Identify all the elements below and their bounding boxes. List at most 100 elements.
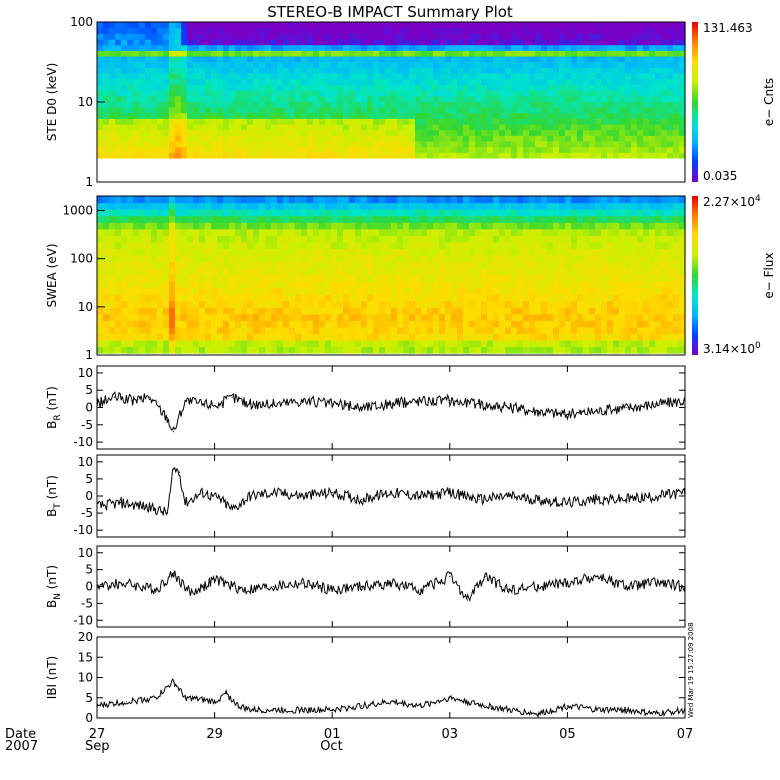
line-panel-3: -10 -5 0 5 10 BR (nT) — [45, 365, 686, 450]
y-tick-label: 0 — [85, 711, 93, 725]
data-point — [272, 709, 274, 711]
data-point — [625, 498, 627, 500]
data-point — [419, 589, 421, 591]
x-tick-month: Sep — [85, 739, 110, 754]
data-trace — [96, 466, 686, 516]
data-point — [331, 589, 333, 591]
line-panel-6: 0 5 10 15 20 IBI (nT) — [45, 630, 686, 725]
spectrogram-panel-1: 1 10 100 STE D0 (keV) 131.463 0.035 e− Cnts — [45, 15, 776, 189]
colorbar-label: e− Cnts — [762, 78, 776, 126]
data-point — [219, 498, 222, 500]
data-point — [331, 709, 333, 711]
data-point — [172, 680, 174, 683]
y-tick-label: 10 — [78, 546, 93, 560]
data-point — [390, 403, 392, 405]
data-point — [190, 592, 192, 594]
year-row-label: 2007 — [5, 739, 38, 754]
data-point — [172, 431, 174, 433]
data-point — [361, 406, 363, 409]
line-panel-frame-4 — [96, 454, 686, 538]
data-point — [537, 410, 539, 412]
data-point — [390, 701, 392, 703]
y-tick-label: -5 — [81, 506, 93, 520]
data-point — [625, 406, 627, 409]
data-point — [484, 705, 486, 707]
y-axis-label: BR (nT) — [45, 386, 63, 429]
y-axis-label: BN (nT) — [45, 565, 63, 608]
data-point — [272, 403, 274, 405]
data-point — [219, 403, 222, 405]
line-panel-frame-6 — [96, 636, 686, 719]
y-tick-label: 5 — [85, 563, 93, 577]
data-trace — [96, 570, 686, 602]
y-tick-label: 1 — [85, 348, 93, 362]
data-point — [202, 403, 204, 405]
colorbar-label: e− Flux — [762, 252, 776, 298]
data-point — [655, 582, 657, 584]
data-point — [655, 403, 657, 405]
data-point — [478, 498, 480, 500]
data-point — [272, 585, 274, 588]
data-point — [508, 495, 510, 497]
x-tick-label: 05 — [559, 727, 576, 742]
data-point — [508, 406, 510, 409]
data-point — [566, 502, 569, 504]
data-point — [466, 599, 468, 601]
y-tick-label: -10 — [73, 613, 93, 627]
data-point — [537, 713, 539, 715]
y-tick-label: 15 — [78, 650, 93, 664]
colorbar-max-label: 2.27×104 — [703, 194, 761, 209]
plot-title: STEREO-B IMPACT Summary Plot — [267, 3, 513, 21]
data-point — [302, 709, 304, 711]
data-point — [225, 693, 227, 695]
data-point — [361, 705, 363, 707]
y-tick-label: 100 — [70, 252, 93, 266]
timestamp-stamp: Wed Mar 19 15:27:09 2008 — [687, 622, 695, 718]
data-point — [184, 400, 186, 402]
y-tick-label: 10 — [78, 366, 93, 380]
data-trace — [96, 391, 686, 431]
data-point — [214, 701, 216, 703]
y-tick-label: 20 — [78, 630, 93, 644]
x-tick-month: Oct — [320, 739, 342, 754]
data-point — [131, 400, 133, 402]
data-point — [249, 495, 251, 497]
data-point — [596, 709, 598, 711]
y-tick-label: -10 — [73, 435, 93, 449]
data-point — [566, 582, 569, 584]
line-panel-4: -10 -5 0 5 10 BT (nT) — [45, 454, 686, 538]
data-point — [172, 468, 174, 470]
y-tick-label: 0 — [85, 489, 93, 503]
data-point — [302, 582, 304, 584]
data-point — [449, 400, 451, 402]
data-point — [478, 403, 480, 405]
data-point — [249, 709, 251, 711]
y-axis-label: BT (nT) — [45, 475, 63, 517]
data-point — [331, 492, 333, 494]
data-point — [537, 498, 539, 500]
data-point — [172, 572, 174, 574]
line-panel-5: -10 -5 0 5 10 BN (nT) — [45, 545, 686, 628]
colorbar-max-label: 131.463 — [703, 21, 753, 35]
y-tick-label: 1 — [85, 175, 93, 189]
data-point — [184, 697, 186, 699]
data-point — [596, 498, 598, 500]
data-point — [272, 492, 274, 494]
data-point — [167, 512, 169, 514]
data-point — [143, 505, 145, 507]
data-point — [537, 585, 539, 588]
y-tick-label: 100 — [70, 15, 93, 29]
data-point — [566, 705, 569, 707]
data-point — [243, 589, 245, 591]
data-point — [566, 413, 569, 415]
data-point — [125, 701, 127, 703]
data-point — [361, 585, 363, 588]
data-point — [155, 509, 157, 511]
spectrogram-panel-2: 1 10 100 1000 SWEA (eV) 2.27×104 3.14×100 e− Fl… — [45, 194, 776, 362]
data-point — [125, 582, 127, 584]
y-tick-label: 10 — [78, 671, 93, 685]
data-point — [231, 396, 233, 398]
